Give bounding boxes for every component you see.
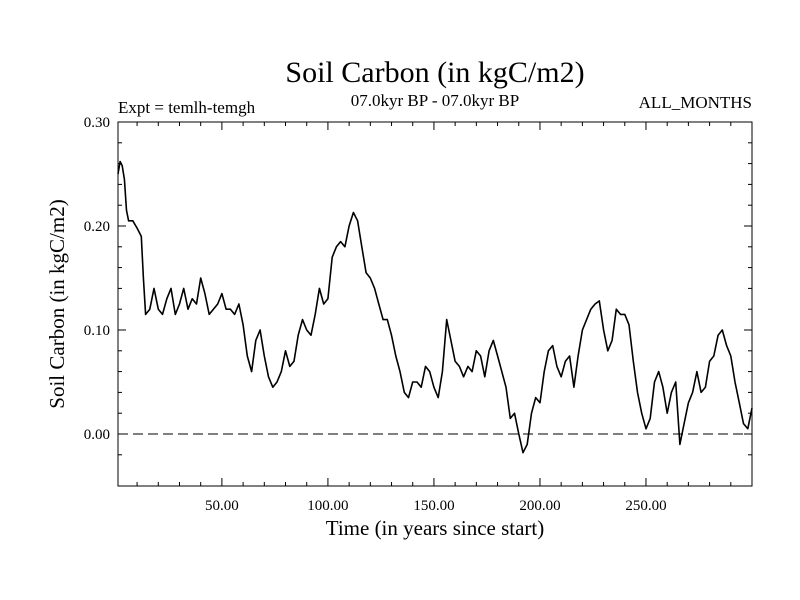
y-tick-labels: 0.00 0.10 0.20 0.30: [84, 115, 110, 443]
x-tick-label: 100.00: [307, 498, 348, 514]
y-tick-label: 0.00: [84, 427, 110, 443]
x-tick-label: 250.00: [625, 498, 666, 514]
y-axis-label: Soil Carbon (in kgC/m2): [45, 199, 69, 408]
x-axis-label: Time (in years since start): [326, 516, 545, 540]
series-group: [117, 160, 753, 454]
y-tick-label: 0.30: [84, 115, 110, 131]
soil-carbon-series-line: [117, 160, 753, 454]
season-label: ALL_MONTHS: [639, 93, 752, 112]
plot-frame: [117, 121, 753, 487]
chart-title: Soil Carbon (in kgC/m2): [285, 56, 584, 89]
x-tick-label: 200.00: [519, 498, 560, 514]
y-tick-label: 0.10: [84, 323, 110, 339]
chart-subtitle: 07.0kyr BP - 07.0kyr BP: [351, 91, 519, 110]
x-tick-label: 50.00: [205, 498, 239, 514]
y-tick-label: 0.20: [84, 219, 110, 235]
x-tick-label: 150.00: [413, 498, 454, 514]
experiment-label: Expt = temlh-temgh: [118, 98, 256, 117]
x-tick-labels: 50.00 100.00 150.00 200.00 250.00: [205, 498, 667, 514]
